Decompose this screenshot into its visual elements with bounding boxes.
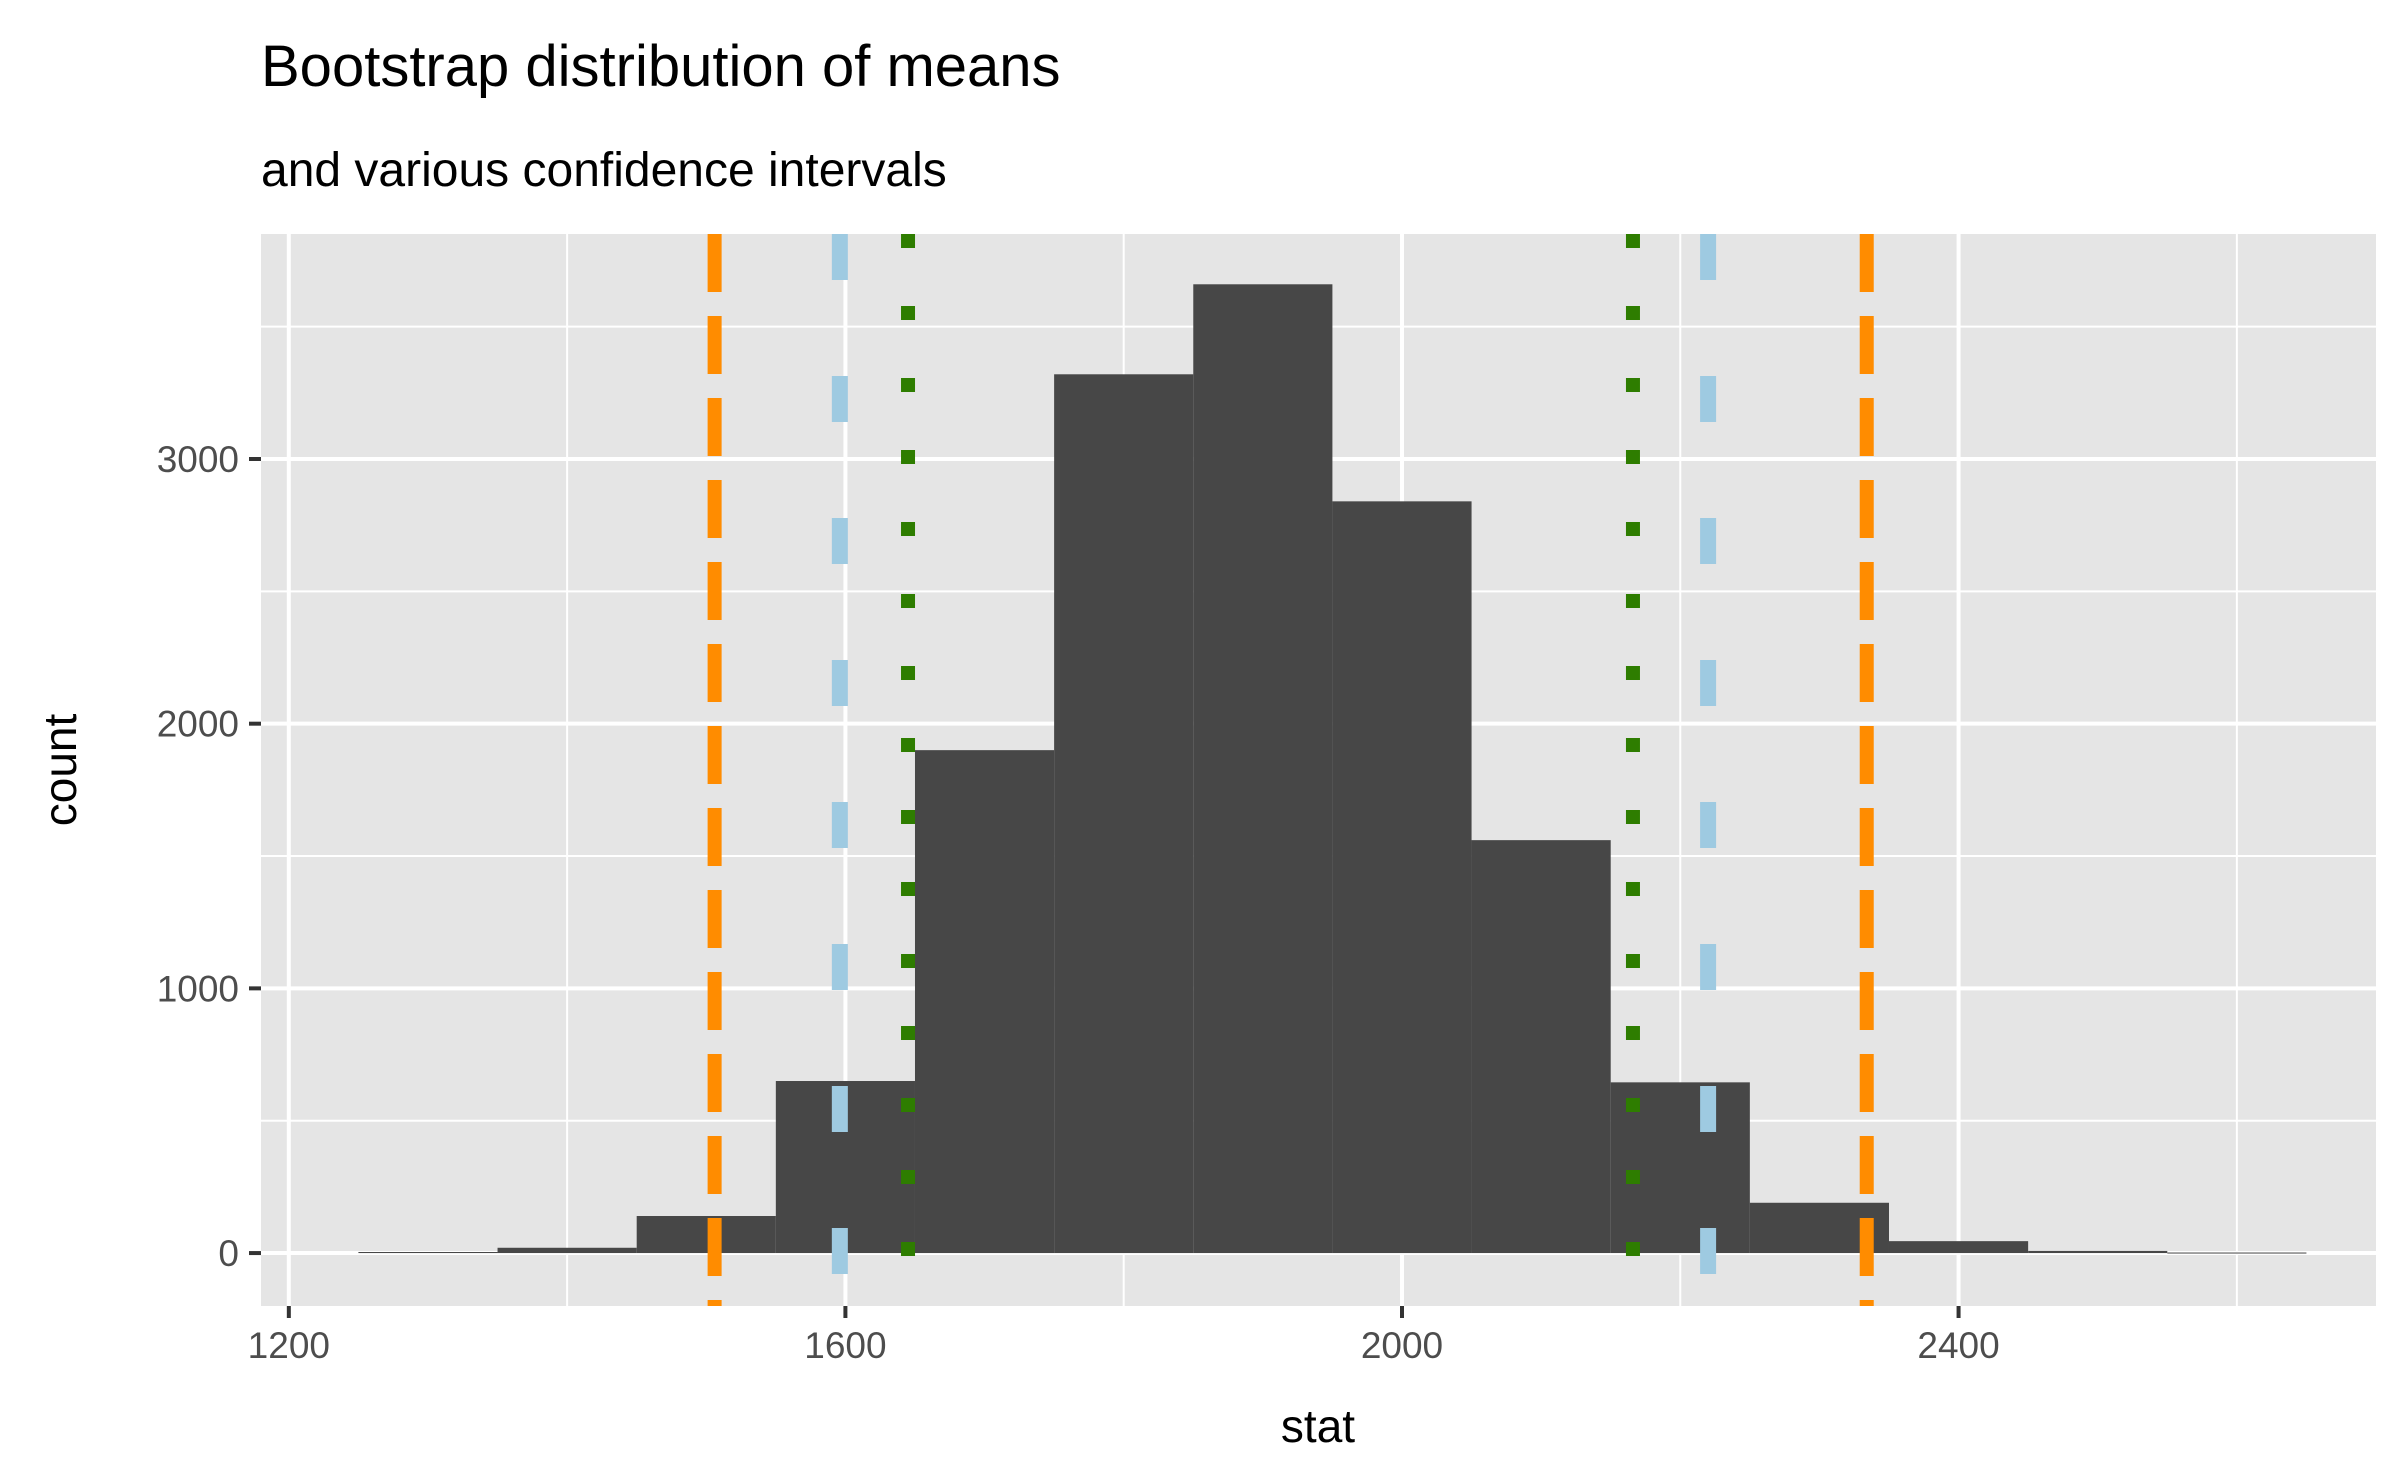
- x-tick-label: 2000: [1361, 1325, 1443, 1366]
- y-tick-label: 3000: [157, 439, 239, 480]
- y-tick-label: 2000: [157, 704, 239, 745]
- histogram-bar: [1193, 284, 1333, 1254]
- histogram-bar: [1332, 501, 1472, 1254]
- histogram-bar: [358, 1252, 498, 1254]
- chart-subtitle: and various confidence intervals: [261, 144, 947, 197]
- confidence-interval-lines: [707, 234, 1874, 1306]
- histogram-bar: [1471, 840, 1611, 1254]
- histogram-bar: [2028, 1250, 2168, 1254]
- y-tick-label: 1000: [157, 968, 239, 1009]
- histogram-bar: [1054, 374, 1194, 1254]
- y-tick-label: 0: [218, 1233, 239, 1274]
- histogram-bar: [497, 1247, 637, 1254]
- x-tick-label: 1200: [248, 1325, 330, 1366]
- y-axis: 0 1000 2000 3000: [157, 439, 261, 1274]
- x-axis-title: stat: [1281, 1400, 1355, 1452]
- histogram-bars: [358, 284, 2307, 1254]
- histogram-bar: [2167, 1252, 2307, 1254]
- histogram-bar: [914, 750, 1055, 1254]
- histogram-bar: [636, 1216, 776, 1254]
- x-axis: 1200 1600 2000 2400: [248, 1306, 2000, 1366]
- chart-title: Bootstrap distribution of means: [261, 34, 1061, 99]
- x-tick-label: 2400: [1917, 1325, 1999, 1366]
- y-axis-title: count: [34, 714, 86, 827]
- histogram-bar: [1888, 1241, 2029, 1254]
- x-tick-label: 1600: [804, 1325, 886, 1366]
